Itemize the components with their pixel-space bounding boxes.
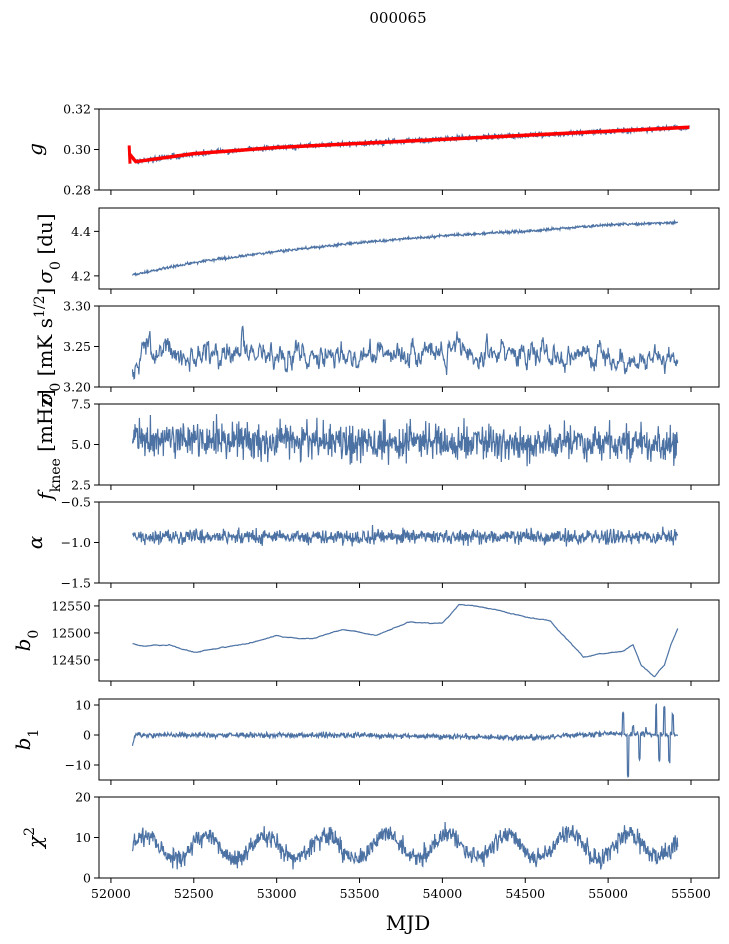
y-axis-label-chi2: χ2: [22, 827, 47, 850]
series-line-b1: [131, 702, 679, 779]
xtick-label: 53500: [340, 886, 380, 901]
series-line-chi2: [131, 821, 679, 870]
ytick-label: 4.4: [71, 224, 91, 239]
xtick-label: 55000: [588, 886, 628, 901]
panel-alpha: −1.5 −1.0 −0.5 α: [23, 495, 720, 591]
y-axis-label-fknee: fknee [mHz]: [33, 389, 64, 501]
axes-frame-b0: [98, 599, 720, 682]
series-line-fknee: [131, 414, 679, 467]
panel-chi2: 0 10 20 52000 52500 53000 53500 54000 54500 55000…: [22, 790, 720, 901]
ytick-label: −1.0: [61, 535, 91, 550]
panel-sigma0-du: 4.2 4.4 σ0 [du]: [33, 207, 720, 294]
ytick-label: 12550: [51, 598, 91, 613]
panel-g: 0.28 0.30 0.32 g: [23, 102, 720, 198]
figure-title: 000065: [369, 9, 426, 27]
ytick-label: 7.5: [71, 397, 91, 412]
axes-frame-sigma0-du: [98, 207, 720, 290]
ytick-label: 3.20: [63, 380, 91, 395]
y-axis-label-alpha: α: [23, 535, 47, 549]
ytick-label: −10: [65, 758, 91, 773]
panel-b0: 12450 12500 12550 b0: [11, 598, 720, 686]
axes-frame-sigma0-mk: [98, 305, 720, 388]
y-axis-label-b1: b1: [11, 729, 42, 751]
y-axis-label-sigma0-du: σ0 [du]: [33, 213, 64, 283]
ytick-label: −0.5: [61, 495, 91, 510]
axes-frame-g: [98, 108, 720, 191]
y-axis-label-g: g: [23, 143, 47, 156]
ytick-label: 0.28: [63, 183, 91, 198]
ytick-label: 12450: [51, 652, 91, 667]
panel-b1: −10 0 10 b1: [11, 698, 720, 785]
xtick-label: 54500: [505, 886, 545, 901]
xtick-label: 52000: [91, 886, 131, 901]
ytick-label: 0.30: [63, 142, 91, 157]
ytick-label: 0: [83, 871, 91, 886]
ytick-label: 0: [83, 728, 91, 743]
axes-frame-b1: [98, 698, 720, 781]
series-line-b0: [132, 603, 679, 678]
xtick-label: 55500: [671, 886, 711, 901]
panel-fknee: 2.5 5.0 7.5 fknee [mHz]: [33, 389, 720, 502]
ytick-label: 10: [75, 698, 91, 713]
ytick-label: 5.0: [71, 437, 91, 452]
fit-line-g: [127, 125, 690, 164]
ytick-label: 3.25: [63, 339, 91, 354]
fit-spike: [127, 145, 132, 164]
series-line-sigma0-du: [131, 218, 679, 277]
x-axis-label: MJD: [386, 911, 431, 935]
xtick-label: 52500: [174, 886, 214, 901]
ytick-label: 2.5: [71, 478, 91, 493]
series-line-sigma0-mk: [131, 325, 679, 380]
ytick-label: 20: [75, 790, 91, 805]
series-line-alpha: [131, 524, 679, 547]
xtick-label: 53000: [257, 886, 297, 901]
ytick-label: 3.30: [63, 299, 91, 314]
ytick-label: 12500: [51, 625, 91, 640]
y-axis-label-sigma0-mk: σ0 [mK s1/2]: [32, 288, 64, 406]
ytick-label: −1.5: [61, 576, 91, 591]
ytick-label: 4.2: [71, 268, 91, 283]
y-axis-label-b0: b0: [11, 630, 42, 652]
ytick-label: 10: [75, 830, 91, 845]
xtick-label: 54000: [423, 886, 463, 901]
axes-frame-alpha: [98, 501, 720, 584]
ytick-label: 0.32: [63, 102, 91, 117]
